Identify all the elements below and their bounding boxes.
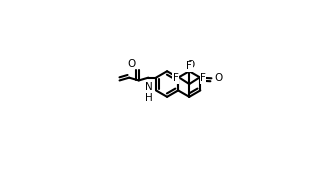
Text: O: O	[214, 73, 222, 83]
Text: F: F	[186, 61, 192, 71]
Text: F: F	[173, 73, 179, 83]
Text: F: F	[200, 73, 206, 83]
Text: O: O	[128, 59, 136, 69]
Text: N
H: N H	[145, 82, 153, 103]
Text: O: O	[186, 60, 194, 70]
